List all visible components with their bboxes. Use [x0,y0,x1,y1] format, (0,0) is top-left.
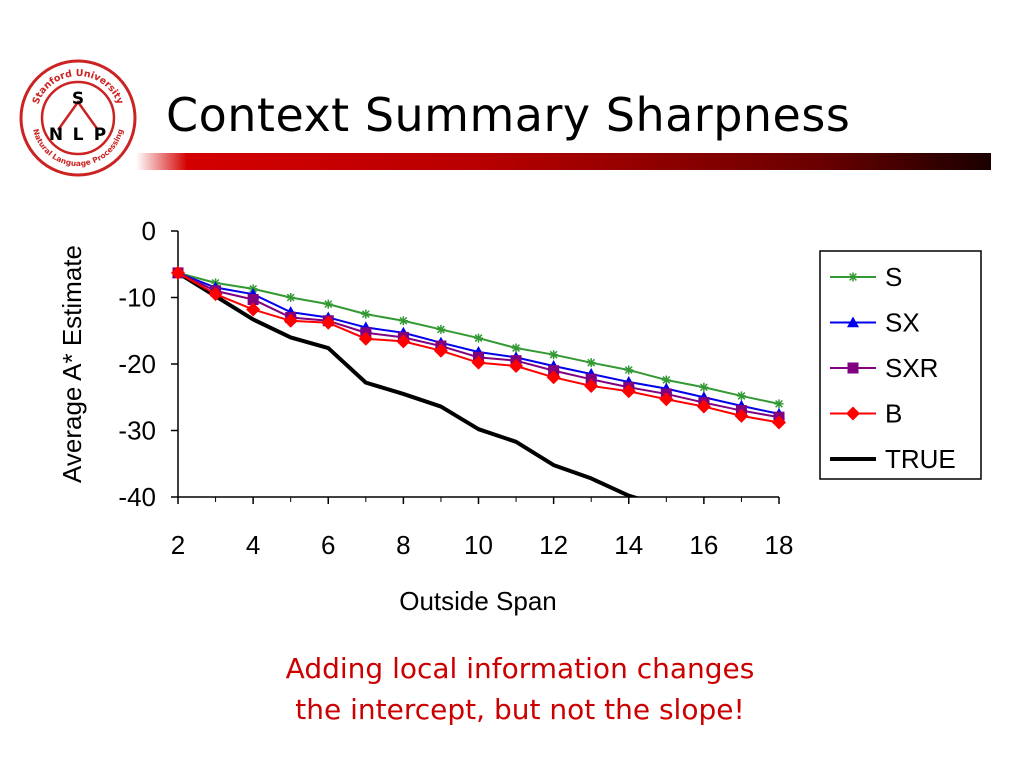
legend-label-s: S [885,262,902,292]
data-point-s [474,333,483,343]
x-tick-label: 16 [689,530,718,560]
legend-marker-sx [847,316,859,328]
logo-letter-s: S [72,89,84,109]
data-point-s [323,299,333,309]
data-point-b [584,378,599,393]
slide-caption: Adding local information changes the int… [220,648,820,730]
legend-label-sx: SX [885,308,920,338]
x-tick-label: 14 [614,530,643,560]
logo-inner-ring [40,80,116,156]
data-point-b [396,334,411,349]
x-tick-label: 6 [321,530,335,560]
data-point-s [286,293,296,302]
data-point-b [208,287,223,302]
x-tick-label: 8 [396,530,410,560]
caption-line-2: the intercept, but not the slope! [295,693,745,726]
series-b [171,265,786,430]
data-point-b [321,315,336,330]
data-point-b [471,355,486,370]
chart-legend: S SX SXR B TRUE [819,250,982,480]
data-point-b [734,408,749,423]
data-point-s [436,324,446,334]
x-tick-label: 18 [765,530,794,560]
series-s [173,268,784,409]
series-line-sx [177,271,780,415]
logo-letter-n: N [49,125,63,145]
data-point-s [398,316,408,326]
data-point-b [358,331,373,346]
data-point-s [549,350,559,360]
x-axis-label: Outside Span [399,586,557,616]
y-tick-label: -40 [118,482,156,512]
x-tick-label: 10 [464,530,493,560]
data-point-b [171,265,185,280]
data-point-b [433,343,448,358]
series-sx [172,266,785,419]
data-point-b [621,384,636,399]
data-point-s [736,391,746,401]
data-point-s [774,399,784,409]
caption-line-1: Adding local information changes [285,652,755,685]
slide-title: Context Summary Sharpness [166,88,851,142]
data-point-s [624,365,634,375]
chart-axes: 0 -10 -20 -30 -40 2 4 6 8 10 12 14 16 18 Outside Span A… [57,216,793,616]
legend-label-sxr: SXR [885,353,938,383]
data-point-b [283,313,298,328]
stanford-nlp-logo: Stanford University Natural Language Pro… [19,59,137,177]
logo-letter-l: L [73,125,84,145]
legend-marker-sxr [847,362,859,374]
data-point-b [659,392,674,407]
data-point-b [772,415,786,430]
logo-letter-p: P [94,125,106,145]
y-axis-label: Average A* Estimate [57,245,87,483]
line-chart: 0 -10 -20 -30 -40 2 4 6 8 10 12 14 16 18 Outside Span A… [57,216,982,616]
data-point-s [511,343,521,353]
series-true [176,271,641,497]
series-line-true [176,271,641,497]
data-point-sxr [247,293,259,305]
x-tick-label: 4 [246,530,260,560]
x-tick-label: 2 [171,530,185,560]
title-rule [136,153,991,170]
logo-peak-line [56,99,100,131]
series-line-sxr [177,271,780,419]
y-tick-label: -20 [118,349,156,379]
x-tick-label: 12 [539,530,568,560]
y-tick-label: 0 [142,216,156,246]
data-point-s [661,375,671,385]
legend-label-true: TRUE [885,444,956,474]
legend-box [819,250,982,480]
data-point-s [586,358,596,368]
legend-label-b: B [885,399,902,429]
data-point-s [699,382,709,392]
legend-marker-b [846,406,860,421]
y-tick-label: -30 [118,416,156,446]
data-point-s [361,309,371,319]
y-tick-label: -10 [118,283,156,313]
legend-marker-s [848,272,858,282]
data-point-b [546,370,561,385]
data-point-b [246,302,261,317]
data-point-b [509,358,524,373]
chart-series [171,265,786,497]
data-point-b [696,399,711,414]
